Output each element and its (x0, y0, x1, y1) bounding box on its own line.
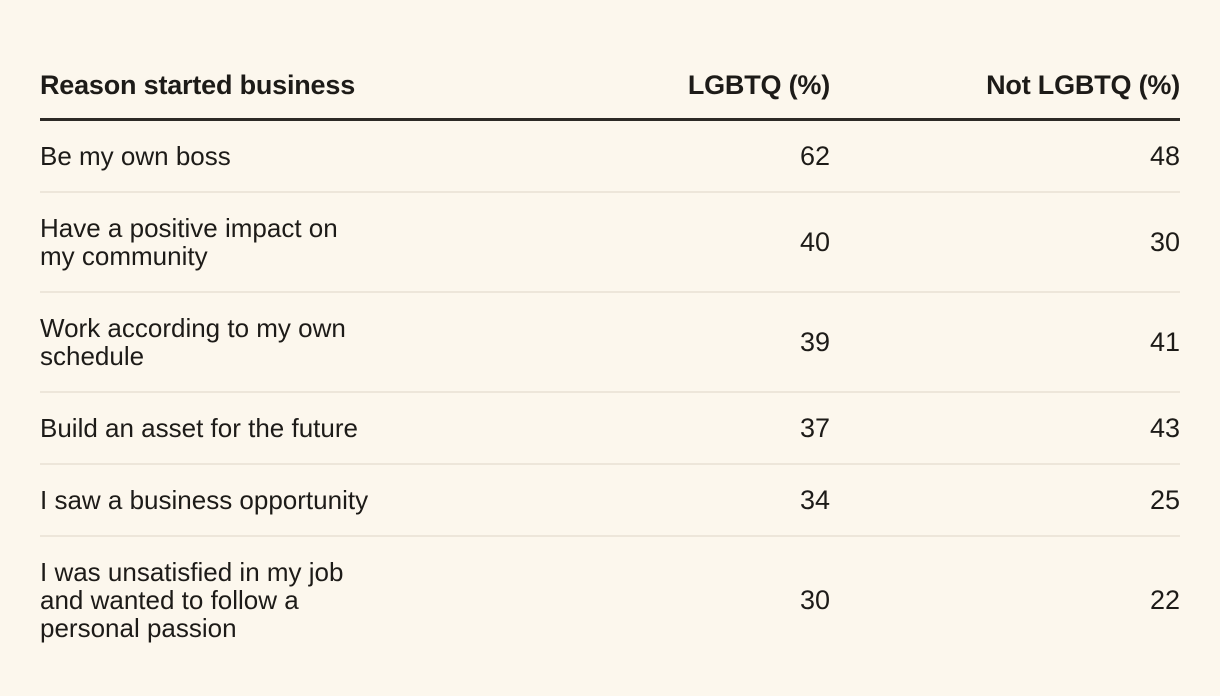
not-lgbtq-value-cell: 30 (830, 191, 1180, 292)
lgbtq-value-cell: 34 (480, 463, 830, 536)
table-body: Be my own boss 62 48 Have a positive imp… (40, 120, 1180, 663)
reason-cell: Work according to my own schedule (40, 291, 480, 392)
not-lgbtq-value-cell: 48 (1149, 141, 1180, 171)
table-container: Reason started business LGBTQ (%) Not LG… (40, 70, 1180, 663)
table-header: Reason started business LGBTQ (%) Not LG… (40, 70, 1180, 121)
lgbtq-value-cell: 30 (480, 535, 830, 663)
table-row: Build an asset for the future 37 43 (40, 391, 1180, 464)
table-row: I saw a business opportunity 34 25 (40, 463, 1180, 536)
reason-cell: Be my own boss (40, 141, 231, 171)
reason-cell: I saw a business opportunity (40, 463, 480, 536)
not-lgbtq-value-cell: 25 (830, 463, 1180, 536)
table-row: I was unsatisfied in my job and wanted t… (40, 535, 1180, 663)
lgbtq-value-cell: 39 (480, 291, 830, 392)
header-row: Reason started business LGBTQ (%) Not LG… (40, 70, 1180, 121)
not-lgbtq-value-cell: 41 (830, 291, 1180, 392)
not-lgbtq-value-cell: 43 (830, 391, 1180, 464)
not-lgbtq-value-cell: 22 (830, 535, 1180, 663)
reason-cell: I was unsatisfied in my job and wanted t… (40, 535, 480, 663)
lgbtq-value-cell: 40 (480, 191, 830, 292)
reason-cell: Build an asset for the future (40, 391, 480, 464)
table-row: Have a positive impact on my community 4… (40, 191, 1180, 292)
reasons-table: Reason started business LGBTQ (%) Not LG… (40, 70, 1180, 663)
lgbtq-value-cell: 62 (799, 141, 830, 171)
lgbtq-value-cell: 37 (480, 391, 830, 464)
header-not-lgbtq: Not LGBTQ (%) (830, 70, 1180, 121)
header-reason: Reason started business (40, 70, 480, 121)
table-row: Work according to my own schedule 39 41 (40, 291, 1180, 392)
header-lgbtq: LGBTQ (%) (480, 70, 830, 121)
reason-cell: Have a positive impact on my community (40, 191, 480, 292)
table-row: Be my own boss 62 48 (40, 120, 1180, 193)
